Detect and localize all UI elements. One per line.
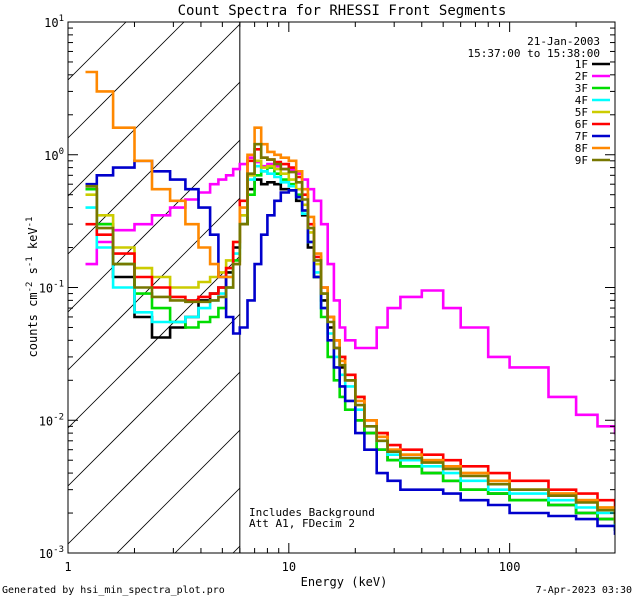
time-range-label: 15:37:00 to 15:38:00: [468, 47, 600, 60]
y-tick-label: 10-3: [39, 545, 64, 561]
x-axis-label: Energy (keV): [301, 575, 388, 589]
hatch-line: [68, 139, 241, 313]
legend-label-4F: 4F: [575, 94, 588, 107]
background-hatch-region: [68, 22, 241, 553]
y-tick-label: 10-2: [39, 412, 64, 428]
hatch-line: [68, 313, 241, 487]
hatch-line: [68, 81, 241, 255]
hatch-line: [116, 429, 241, 553]
legend-label-8F: 8F: [575, 142, 588, 155]
annotation-background: Includes Background: [249, 506, 375, 519]
x-tick-label: 1: [64, 560, 71, 574]
hatch-line: [174, 487, 241, 553]
y-tick-label: 100: [44, 147, 64, 163]
hatch-line: [68, 23, 241, 197]
legend-label-5F: 5F: [575, 106, 588, 119]
legend-label-1F: 1F: [575, 58, 588, 71]
footer-generated-by: Generated by hsi_min_spectra_plot.pro: [2, 585, 225, 596]
hatch-line: [68, 255, 241, 429]
hatch-line: [68, 22, 127, 81]
series-line-4F: [85, 164, 615, 528]
series-line-9F: [85, 142, 615, 524]
axis-ticks: [67, 21, 616, 554]
series-line-1F: [85, 178, 615, 531]
legend-label-7F: 7F: [575, 130, 588, 143]
legend-label-9F: 9F: [575, 154, 588, 167]
legend-label-3F: 3F: [575, 82, 588, 95]
y-tick-label: 10-1: [39, 280, 64, 296]
hatch-line: [68, 371, 241, 545]
footer-timestamp: 7-Apr-2023 03:30: [535, 585, 632, 596]
series-line-2F: [85, 156, 615, 435]
series-line-8F: [85, 70, 615, 521]
x-tick-label: 10: [282, 560, 296, 574]
x-tick-label: 100: [499, 560, 521, 574]
legend-label-6F: 6F: [575, 118, 588, 131]
y-axis-label: counts cm-2 s-1 keV-1: [25, 217, 40, 358]
chart-title: Count Spectra for RHESSI Front Segments: [178, 3, 507, 19]
annotation-attenuator: Att A1, FDecim 2: [249, 517, 355, 530]
hatch-line: [68, 22, 185, 139]
date-label: 21-Jan-2003: [527, 35, 600, 48]
hatch-line: [232, 545, 241, 553]
series-line-6F: [85, 148, 615, 515]
legend-label-2F: 2F: [575, 70, 588, 83]
series-line-3F: [85, 166, 615, 531]
y-tick-label: 101: [44, 14, 64, 30]
series-line-7F: [85, 159, 615, 535]
